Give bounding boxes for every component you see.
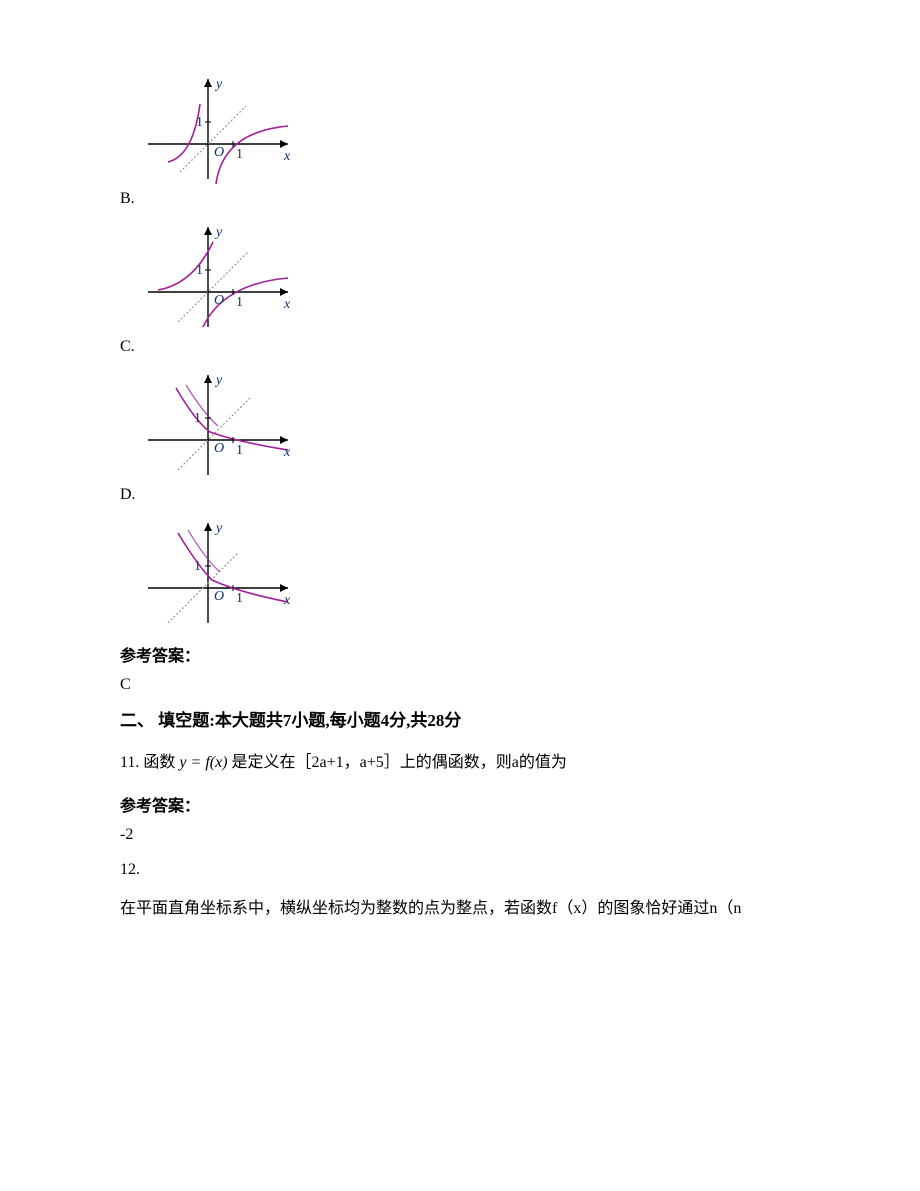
svg-text:1: 1 [196,263,203,278]
svg-text:y: y [214,373,223,388]
svg-text:1: 1 [236,147,243,162]
answer-graphs-value: C [120,676,800,694]
answer-heading-2: 参考答案： [120,792,800,816]
svg-text:1: 1 [236,295,243,310]
svg-text:O: O [214,145,224,160]
q11-answer: -2 [120,826,800,844]
graph-c-svg: O 1 1 x y [138,360,298,480]
svg-text:1: 1 [236,591,243,606]
q11-suffix: 是定义在［2a+1，a+5］上的偶函数，则a的值为 [232,754,567,771]
svg-text:O: O [214,589,224,604]
q11-prefix: 11. 函数 [120,754,175,771]
option-d-label: D. [120,486,800,504]
section-2-heading: 二、 填空题:本大题共7小题,每小题4分,共28分 [120,706,800,731]
option-c-label: C. [120,338,800,356]
svg-text:y: y [214,225,223,240]
svg-text:1: 1 [196,115,203,130]
svg-text:1: 1 [236,443,243,458]
graph-d-svg: O 1 1 x y [138,508,298,628]
svg-text:x: x [283,297,291,312]
svg-text:O: O [214,441,224,456]
svg-text:y: y [214,77,223,92]
question-11: 11. 函数 y = f(x) 是定义在［2a+1，a+5］上的偶函数，则a的值… [120,749,800,778]
option-graph-d: O 1 1 x y [138,508,800,628]
document-page: O 1 1 x y B. O 1 1 x y C. [0,0,920,1191]
svg-text:x: x [283,149,291,164]
option-graph-a: O 1 1 x y [138,64,800,184]
option-graph-b: O 1 1 x y [138,212,800,332]
answer-heading-1: 参考答案： [120,642,800,666]
question-12-num: 12. [120,856,800,885]
option-b-label: B. [120,190,800,208]
svg-text:y: y [214,521,223,536]
q11-formula: y = f(x) [179,754,227,771]
svg-text:O: O [214,293,224,308]
graph-a-svg: O 1 1 x y [138,64,298,184]
svg-text:x: x [283,445,291,460]
svg-text:1: 1 [194,411,201,426]
svg-text:x: x [283,593,291,608]
svg-text:1: 1 [194,559,201,574]
question-12-text: 在平面直角坐标系中，横纵坐标均为整数的点为整点，若函数f（x）的图象恰好通过n（… [120,895,800,924]
option-graph-c: O 1 1 x y [138,360,800,480]
graph-b-svg: O 1 1 x y [138,212,298,332]
